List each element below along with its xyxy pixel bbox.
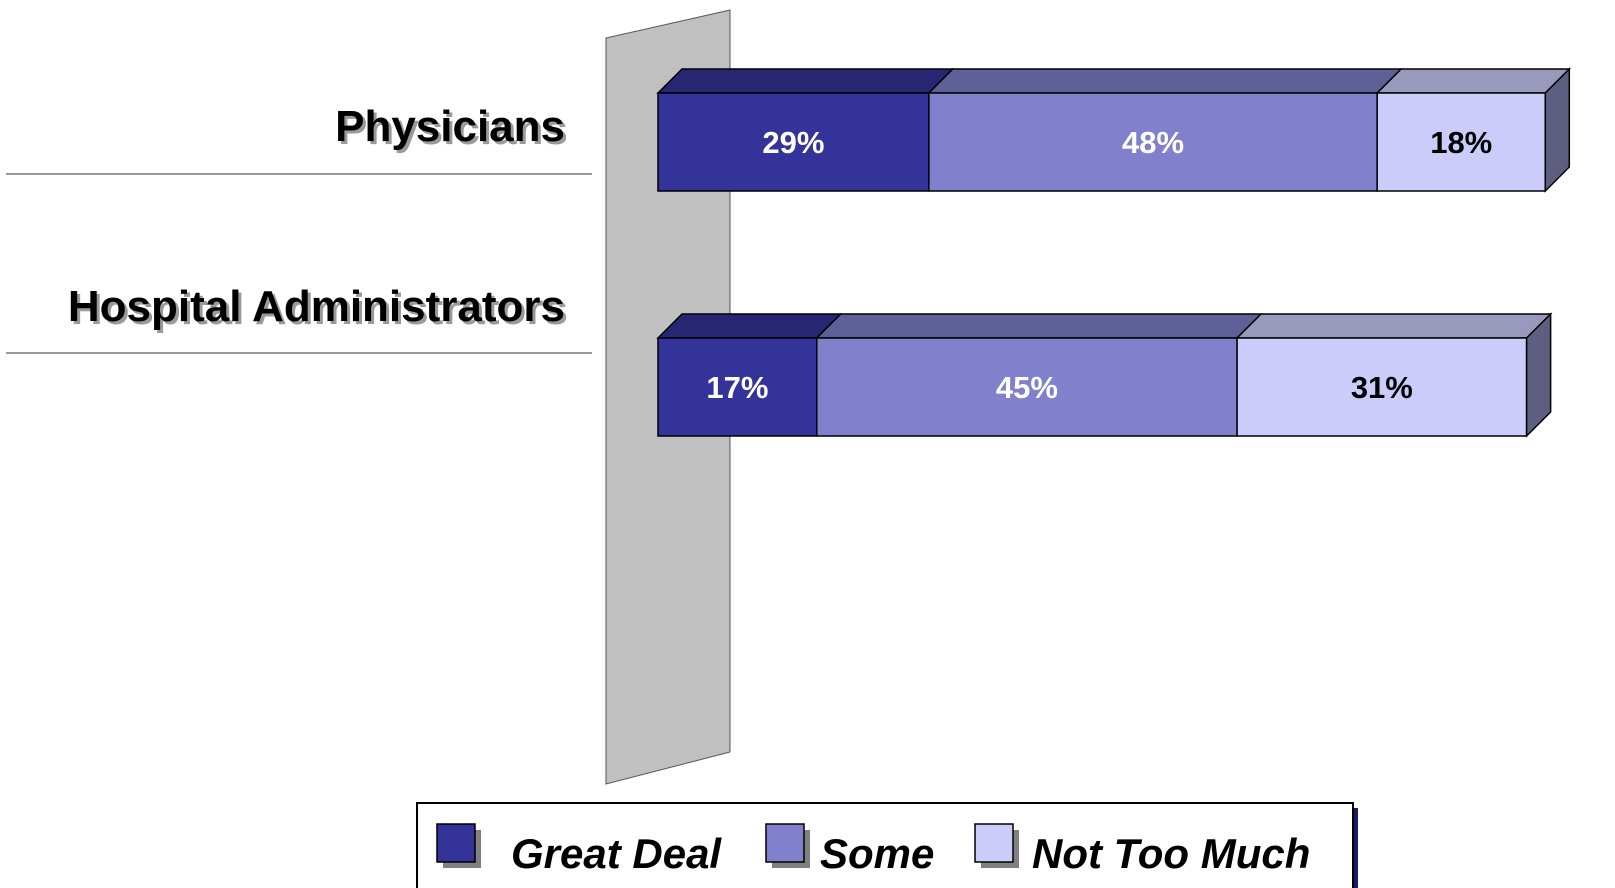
data-label-some: 48% <box>1122 125 1184 160</box>
bar-segment-some <box>928 92 1378 192</box>
bar-side-face <box>1525 312 1552 438</box>
bars-group: 29% 48% 18% 17% 45% 31% <box>656 67 1572 438</box>
data-label-great-deal: 29% <box>762 125 824 160</box>
bar-top-some <box>927 68 1403 94</box>
data-label-not-too-much: 31% <box>1351 370 1413 405</box>
legend-swatch-some <box>765 823 805 863</box>
bar-top-some <box>814 313 1263 339</box>
legend: Great Deal Some Not Too Much <box>416 802 1358 888</box>
legend-swatch-great-deal <box>436 823 476 863</box>
legend-label-some: Some <box>820 830 934 877</box>
category-label: Physicians <box>335 102 565 151</box>
bar-segment-great-deal <box>657 92 930 192</box>
data-label-not-too-much: 18% <box>1430 125 1492 160</box>
bar-side-face <box>1544 67 1571 193</box>
bar-segment-some <box>816 337 1238 437</box>
bar-top-great-deal <box>656 313 843 339</box>
bar-top-great-deal <box>656 68 955 94</box>
legend-label-not-too-much: Not Too Much <box>1032 830 1310 877</box>
bar-top-not-too-much <box>1235 313 1553 339</box>
data-label-some: 45% <box>996 370 1058 405</box>
bar-segment-great-deal <box>657 337 818 437</box>
legend-box <box>416 802 1354 888</box>
legend-label-great-deal: Great Deal <box>511 830 722 877</box>
category-label-shadow: Physicians <box>338 105 568 154</box>
data-label-great-deal: 17% <box>706 370 768 405</box>
bar-segment-not-too-much <box>1236 337 1528 437</box>
category-label: Hospital Administrators <box>68 282 565 331</box>
category-label-shadow: Hospital Administrators <box>71 285 568 334</box>
legend-swatch-not-too-much <box>974 823 1014 863</box>
bar-top-not-too-much <box>1375 68 1572 94</box>
